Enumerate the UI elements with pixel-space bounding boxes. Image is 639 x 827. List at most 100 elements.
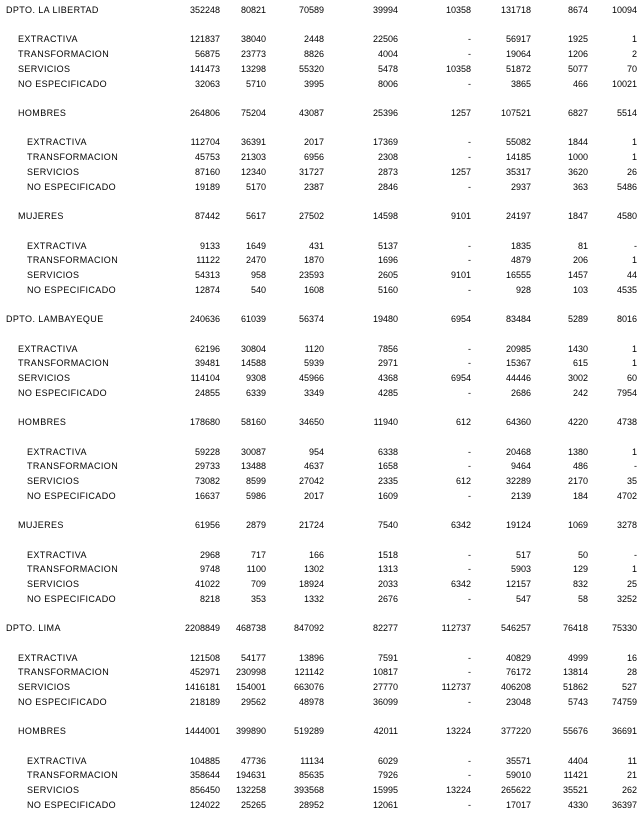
cell-value: -: [468, 358, 471, 369]
cell-value: 3278: [616, 520, 637, 531]
cell-value: 35: [626, 476, 637, 486]
sector-row: EXTRACTIVA 62196 30804 1120 7856 - 20985 1430 1: [0, 342, 639, 357]
cell-value: 5160: [377, 284, 398, 295]
cell-value: 452971: [189, 667, 220, 678]
cell-value: 35571: [505, 755, 531, 766]
cell-value: 3865: [510, 78, 531, 89]
cell-value: 1313: [377, 564, 398, 575]
cell-value: 41022: [194, 579, 220, 590]
sector-row: NO ESPECIFICADO 8218 353 1332 2676 - 547 58 3252: [0, 592, 639, 607]
row-label: TRANSFORMACION: [27, 255, 119, 266]
cell-value: 8016: [616, 314, 637, 325]
cell-value: -: [468, 770, 471, 781]
cell-value: 4285: [377, 387, 398, 398]
cell-value: 1100: [246, 564, 266, 575]
cell-value: -: [468, 240, 471, 251]
row-label: TRANSFORMACION: [27, 152, 119, 163]
cell-value: 1: [631, 137, 637, 148]
sector-row: EXTRACTIVA 121508 54177 13896 7591 - 40829 4999…: [0, 651, 639, 666]
row-label: SERVICIOS: [27, 579, 80, 590]
cell-value: -: [468, 343, 471, 354]
cell-value: 112737: [441, 623, 471, 634]
cell-value: 393568: [293, 785, 324, 796]
cell-value: 466: [572, 78, 588, 89]
cell-value: 25396: [372, 108, 398, 119]
cell-value: 10358: [445, 63, 471, 74]
spacer-row: [0, 430, 639, 445]
cell-value: -: [468, 549, 471, 560]
cell-value: 12340: [240, 166, 266, 177]
cell-value: 36397: [611, 799, 637, 810]
cell-value: 1925: [567, 34, 588, 45]
sex-group-row: HOMBRES 1444001 399890 519289 42011 13224 3772…: [0, 724, 639, 739]
cell-value: 4702: [616, 490, 637, 501]
cell-value: 4330: [567, 799, 588, 810]
row-label: NO ESPECIFICADO: [18, 387, 108, 398]
row-label: EXTRACTIVA: [18, 34, 78, 45]
cell-value: 2208849: [184, 623, 220, 634]
sector-row: TRANSFORMACION 39481 14588 5939 2971 - 15367 61…: [0, 356, 639, 371]
cell-value: 13896: [298, 652, 324, 663]
sector-row: EXTRACTIVA 104885 47736 11134 6029 - 35571 4404…: [0, 754, 639, 769]
row-label: DPTO. LA LIBERTAD: [6, 5, 99, 15]
cell-value: 2: [631, 49, 637, 60]
cell-value: 546257: [500, 623, 531, 634]
cell-value: 107521: [500, 108, 531, 119]
row-label: SERVICIOS: [27, 166, 80, 177]
cell-value: 27770: [372, 682, 398, 693]
cell-value: 129: [572, 564, 588, 575]
cell-value: 3995: [303, 78, 324, 89]
cell-value: 4220: [567, 417, 588, 428]
cell-value: 468738: [235, 623, 266, 634]
cell-value: 81: [577, 240, 588, 251]
cell-value: 856450: [189, 785, 220, 796]
cell-value: 2017: [303, 490, 324, 501]
cell-value: 29562: [240, 696, 266, 707]
sector-row: EXTRACTIVA 2968 717 166 1518 - 517 50 -: [0, 548, 639, 563]
cell-value: -: [634, 549, 637, 560]
cell-value: 45753: [194, 152, 220, 163]
spacer-row: [0, 710, 639, 725]
cell-value: 20985: [505, 343, 531, 354]
sector-row: EXTRACTIVA 59228 30087 954 6338 - 20468 1380 1: [0, 445, 639, 460]
cell-value: 28: [626, 667, 637, 678]
row-label: NO ESPECIFICADO: [27, 490, 117, 501]
row-label: NO ESPECIFICADO: [27, 799, 117, 810]
spacer-row: [0, 194, 639, 209]
cell-value: 5289: [567, 314, 588, 325]
cell-value: 28952: [298, 799, 324, 810]
cell-value: 1: [631, 152, 637, 163]
cell-value: 121508: [189, 652, 220, 663]
cell-value: 24197: [505, 211, 531, 222]
cell-value: 85635: [298, 770, 324, 781]
cell-value: 6342: [450, 579, 471, 590]
cell-value: 104885: [189, 755, 220, 766]
sector-row: NO ESPECIFICADO 16637 5986 2017 1609 - 2139 184…: [0, 489, 639, 504]
row-label: TRANSFORMACION: [18, 49, 110, 60]
cell-value: 1444001: [184, 726, 220, 737]
cell-value: 74759: [611, 696, 637, 707]
cell-value: 2846: [377, 181, 398, 192]
cell-value: 6954: [450, 372, 471, 383]
cell-value: 9748: [199, 564, 220, 575]
cell-value: 13298: [240, 63, 266, 74]
cell-value: 154001: [235, 682, 266, 693]
cell-value: 45966: [298, 372, 324, 383]
cell-value: 4535: [616, 284, 637, 295]
cell-value: 431: [308, 240, 324, 251]
cell-value: -: [468, 255, 471, 266]
cell-value: 11134: [300, 755, 324, 766]
cell-value: 2139: [510, 490, 531, 501]
cell-value: 663076: [293, 682, 324, 693]
cell-value: 2873: [377, 166, 398, 177]
cell-value: 9464: [510, 461, 531, 472]
cell-value: 5478: [377, 63, 398, 74]
sector-row: NO ESPECIFICADO 218189 29562 48978 36099 - 230…: [0, 695, 639, 710]
row-label: NO ESPECIFICADO: [18, 78, 108, 89]
spacer-row: [0, 18, 639, 33]
cell-value: 1844: [567, 137, 588, 148]
row-label: SERVICIOS: [27, 785, 80, 796]
cell-value: -: [468, 490, 471, 501]
cell-value: 178680: [189, 417, 220, 428]
cell-value: 2470: [245, 255, 266, 266]
